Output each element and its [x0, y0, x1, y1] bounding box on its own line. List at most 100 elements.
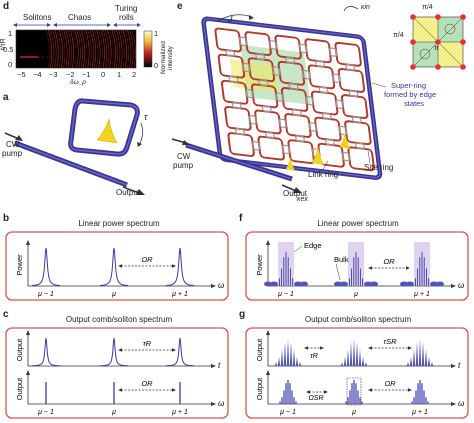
- heatmap-stripe: [131, 29, 136, 69]
- panel-a-letter: a: [3, 92, 9, 103]
- link-ring: [325, 138, 335, 146]
- link-ring-label: Link ring: [308, 170, 339, 179]
- heatmap-stripe: [83, 29, 88, 69]
- panel-c-letter: c: [3, 309, 9, 320]
- super-ring-label-2: formed by edge: [384, 90, 437, 99]
- panel-c-top-ylabel: Output: [15, 338, 24, 361]
- heatmap-stripe: [72, 29, 77, 69]
- panel-b-xlabel: ω: [218, 281, 224, 290]
- heatmap-stripe: [127, 29, 132, 69]
- heatmap-stripe: [96, 29, 101, 69]
- heatmap-stripe: [100, 29, 105, 69]
- panel-e-letter: e: [177, 1, 183, 12]
- panel-c-tick: μ − 1: [37, 409, 54, 416]
- link-ring: [268, 40, 278, 50]
- heatmap-stripe: [63, 29, 68, 69]
- panel-f-ylabel: Power: [255, 254, 264, 276]
- panel-b-x-arrow: [211, 284, 216, 288]
- site-ring: [254, 109, 282, 135]
- panel-b-ylabel: Power: [15, 254, 24, 276]
- panel-g-pulse-train: [352, 338, 356, 366]
- single-ring-cw-label-2: pump: [2, 149, 23, 158]
- heatmap-stripe: [76, 29, 81, 69]
- panel-g-pulse-train: [430, 362, 434, 366]
- link-ring: [265, 131, 275, 139]
- region-chaos-label: Chaos: [68, 13, 92, 22]
- panel-f-bulk-band: [430, 281, 438, 287]
- panel-g-bottom-xlabel: ω: [458, 399, 464, 408]
- panel-b-y-arrow: [26, 240, 30, 245]
- heatmap-stripe: [65, 29, 70, 69]
- region-turing-label-2: rolls: [119, 13, 134, 22]
- panel-g-pulse-train: [340, 362, 344, 366]
- panel-g-bottom-x-arrow: [451, 402, 456, 406]
- region-turing-label-1: Turing: [115, 4, 138, 13]
- panel-f-bulk-band: [400, 281, 408, 287]
- panel-g-pulse-train: [361, 356, 365, 366]
- panel-b-tick: μ + 1: [171, 291, 188, 298]
- panel-g-pulse-train: [286, 338, 290, 366]
- panel-c-soliton-pulse: [165, 337, 195, 367]
- link-ring: [275, 92, 284, 102]
- panel-c-spacing-arrow-head-left: [118, 388, 122, 392]
- link-ring: [288, 82, 299, 90]
- panel-g-bottom-ylabel: Output: [255, 377, 264, 400]
- panel-c-spectrum: Output t τR Output ω ΩR μ − 1 μ μ + 1: [5, 327, 229, 419]
- link-ring: [281, 144, 291, 155]
- link-ring: [321, 112, 332, 120]
- panel-g-tick: μ: [351, 409, 356, 416]
- panel-g-bottom-y-arrow: [266, 370, 270, 375]
- panel-c-spacing-arrow-head-right: [172, 388, 176, 392]
- link-ring: [251, 141, 261, 151]
- panel-f-edge-pointer: [293, 245, 303, 253]
- heatmap-stripe: [94, 29, 99, 69]
- link-ring: [298, 43, 308, 54]
- coupling-J-label: J: [228, 14, 233, 24]
- heatmap-xlabel: δω_p: [70, 79, 86, 86]
- heatmap-stripe: [89, 29, 94, 69]
- panel-g-top-xlabel: t: [458, 361, 461, 370]
- panel-g-tau-sr-arrow-head-left: [368, 346, 372, 350]
- heatmap-xtick-m2: −2: [66, 70, 75, 79]
- link-ring: [355, 142, 365, 150]
- heatmap-stripe: [80, 29, 86, 69]
- heatmap-stripe: [129, 29, 134, 69]
- heatmap-xtick-0: 0: [101, 70, 106, 79]
- link-ring: [272, 66, 281, 76]
- heatmap-xtick-m4: −4: [33, 70, 42, 79]
- site-ring: [224, 105, 252, 131]
- panel-f-bulk-band: [436, 281, 444, 287]
- heatmap-ytick-1: 1: [8, 29, 13, 38]
- heatmap-stripe: [45, 29, 50, 69]
- panel-c-top-y-arrow: [26, 330, 30, 335]
- panel-f-bulk-band: [370, 281, 378, 287]
- single-ring-cw-label-1: CW: [6, 140, 20, 149]
- panel-f-bulk-band: [270, 281, 278, 287]
- link-ring: [285, 56, 296, 64]
- link-ring: [341, 151, 351, 162]
- colorbar-tick-1: 1: [154, 29, 159, 38]
- panel-g-letter: g: [239, 309, 246, 320]
- site-ring: [304, 38, 332, 64]
- panel-b-title: Linear power spectrum: [78, 219, 160, 228]
- heatmap-stripe: [47, 29, 53, 69]
- panel-g-pulse-train: [424, 349, 428, 366]
- panel-g-tick: μ + 1: [411, 409, 428, 416]
- heatmap-stripe: [116, 29, 121, 69]
- panel-b-tick: μ − 1: [37, 291, 54, 298]
- panel-g-pulse-train: [298, 362, 302, 366]
- panel-g-omega-r-arrow-head-left: [368, 388, 372, 392]
- panel-g-pulse-train: [343, 356, 347, 366]
- heatmap-xtick-1: 1: [117, 70, 122, 79]
- heatmap-ytick-05: 0.5: [3, 45, 14, 54]
- panel-f-bulk-band: [334, 281, 342, 287]
- panel-f-tick: μ: [353, 291, 358, 298]
- panel-g-pulse-train: [349, 341, 353, 366]
- link-ring: [255, 53, 266, 61]
- panel-c-bottom-xlabel: ω: [218, 399, 224, 408]
- link-ring: [318, 86, 329, 94]
- panel-c-soliton-pulse: [99, 337, 129, 367]
- panel-f-edge-label: Edge: [304, 241, 322, 250]
- link-ring: [245, 88, 254, 99]
- link-ring: [305, 96, 314, 106]
